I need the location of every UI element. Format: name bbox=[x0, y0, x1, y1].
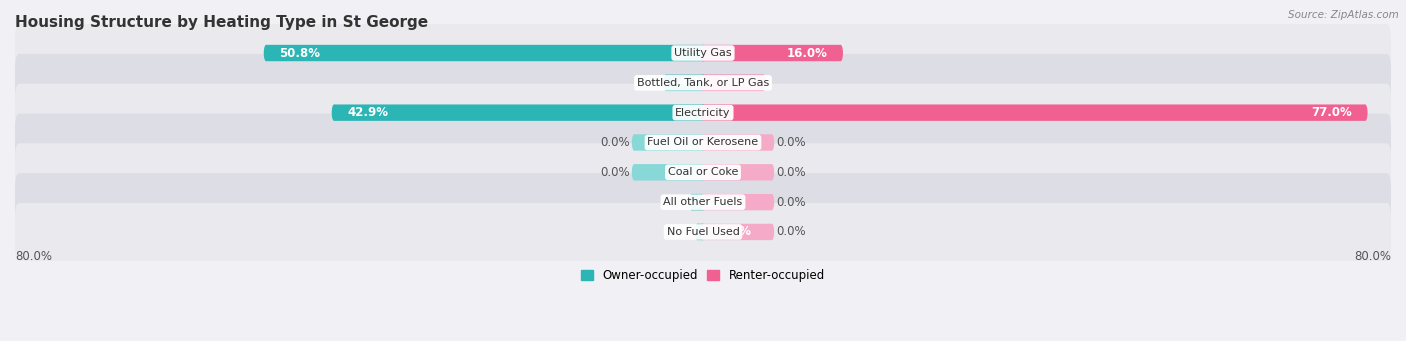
Text: Utility Gas: Utility Gas bbox=[675, 48, 731, 58]
Text: 80.0%: 80.0% bbox=[15, 250, 52, 264]
Ellipse shape bbox=[700, 224, 706, 240]
Ellipse shape bbox=[332, 104, 336, 121]
FancyBboxPatch shape bbox=[15, 203, 1391, 261]
Ellipse shape bbox=[769, 134, 775, 151]
Ellipse shape bbox=[631, 134, 637, 151]
FancyBboxPatch shape bbox=[703, 104, 1365, 121]
Ellipse shape bbox=[700, 45, 706, 61]
Ellipse shape bbox=[700, 194, 706, 210]
FancyBboxPatch shape bbox=[634, 134, 703, 151]
Ellipse shape bbox=[689, 194, 695, 210]
Ellipse shape bbox=[695, 224, 700, 240]
Text: Coal or Coke: Coal or Coke bbox=[668, 167, 738, 177]
Text: All other Fuels: All other Fuels bbox=[664, 197, 742, 207]
FancyBboxPatch shape bbox=[266, 45, 703, 61]
Text: 0.0%: 0.0% bbox=[776, 225, 806, 238]
Text: 4.3%: 4.3% bbox=[679, 76, 711, 89]
FancyBboxPatch shape bbox=[634, 164, 703, 180]
Text: 42.9%: 42.9% bbox=[347, 106, 388, 119]
Text: No Fuel Used: No Fuel Used bbox=[666, 227, 740, 237]
FancyBboxPatch shape bbox=[15, 54, 1391, 112]
FancyBboxPatch shape bbox=[692, 194, 703, 210]
Ellipse shape bbox=[769, 164, 775, 180]
Text: 77.0%: 77.0% bbox=[1312, 106, 1353, 119]
FancyBboxPatch shape bbox=[15, 84, 1391, 142]
Text: 7.0%: 7.0% bbox=[717, 76, 751, 89]
FancyBboxPatch shape bbox=[15, 173, 1391, 231]
Ellipse shape bbox=[700, 224, 706, 240]
FancyBboxPatch shape bbox=[703, 194, 772, 210]
Ellipse shape bbox=[769, 224, 775, 240]
FancyBboxPatch shape bbox=[666, 75, 703, 91]
Ellipse shape bbox=[631, 164, 637, 180]
Ellipse shape bbox=[700, 104, 706, 121]
Ellipse shape bbox=[700, 45, 706, 61]
Text: 0.0%: 0.0% bbox=[776, 166, 806, 179]
Ellipse shape bbox=[700, 75, 706, 91]
Text: 50.8%: 50.8% bbox=[278, 46, 321, 60]
FancyBboxPatch shape bbox=[15, 143, 1391, 201]
Ellipse shape bbox=[700, 164, 706, 180]
Text: 0.0%: 0.0% bbox=[600, 136, 630, 149]
FancyBboxPatch shape bbox=[15, 114, 1391, 172]
FancyBboxPatch shape bbox=[697, 224, 703, 240]
Ellipse shape bbox=[264, 45, 269, 61]
Text: 16.0%: 16.0% bbox=[787, 46, 828, 60]
Text: 80.0%: 80.0% bbox=[1354, 250, 1391, 264]
FancyBboxPatch shape bbox=[703, 45, 841, 61]
FancyBboxPatch shape bbox=[703, 164, 772, 180]
Text: 0.0%: 0.0% bbox=[600, 166, 630, 179]
Text: Housing Structure by Heating Type in St George: Housing Structure by Heating Type in St … bbox=[15, 15, 427, 30]
Text: 0.66%: 0.66% bbox=[710, 225, 751, 238]
FancyBboxPatch shape bbox=[15, 24, 1391, 82]
Ellipse shape bbox=[1362, 104, 1368, 121]
Text: 0.0%: 0.0% bbox=[776, 136, 806, 149]
FancyBboxPatch shape bbox=[703, 224, 772, 240]
Ellipse shape bbox=[700, 75, 706, 91]
Text: 1.3%: 1.3% bbox=[704, 196, 737, 209]
Ellipse shape bbox=[761, 75, 765, 91]
Text: Source: ZipAtlas.com: Source: ZipAtlas.com bbox=[1288, 10, 1399, 20]
Ellipse shape bbox=[700, 134, 706, 151]
Ellipse shape bbox=[700, 104, 706, 121]
Ellipse shape bbox=[700, 194, 706, 210]
Text: 0.0%: 0.0% bbox=[776, 196, 806, 209]
Text: Electricity: Electricity bbox=[675, 108, 731, 118]
Text: Fuel Oil or Kerosene: Fuel Oil or Kerosene bbox=[647, 137, 759, 148]
Text: Bottled, Tank, or LP Gas: Bottled, Tank, or LP Gas bbox=[637, 78, 769, 88]
Legend: Owner-occupied, Renter-occupied: Owner-occupied, Renter-occupied bbox=[576, 264, 830, 287]
Ellipse shape bbox=[700, 134, 706, 151]
FancyBboxPatch shape bbox=[703, 75, 763, 91]
Ellipse shape bbox=[664, 75, 668, 91]
FancyBboxPatch shape bbox=[703, 134, 772, 151]
FancyBboxPatch shape bbox=[335, 104, 703, 121]
Ellipse shape bbox=[769, 194, 775, 210]
Ellipse shape bbox=[700, 164, 706, 180]
Ellipse shape bbox=[838, 45, 844, 61]
